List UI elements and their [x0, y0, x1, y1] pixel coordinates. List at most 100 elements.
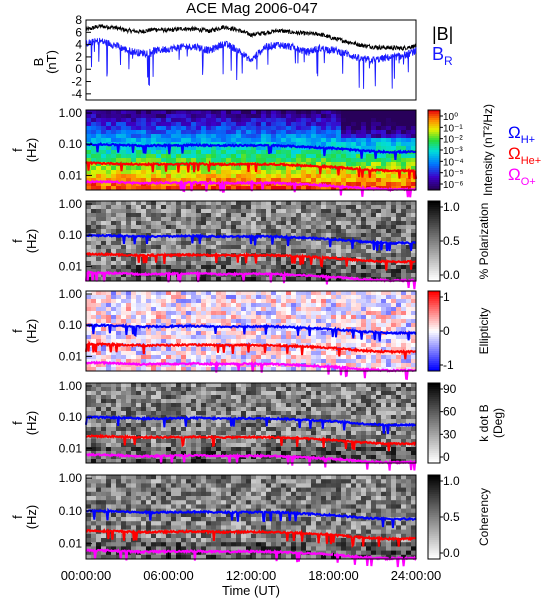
colorbar-tick-label: 1 [443, 290, 450, 304]
colorbar-tick-label: 10⁻³ [443, 146, 463, 157]
colorbar-tick-label: 0 [443, 450, 450, 464]
legend-omega-he: ΩHe+ [508, 144, 541, 167]
colorbar-tick-label: 10⁻⁵ [443, 169, 464, 180]
b-ytick-label: -2 [71, 75, 82, 89]
x-axis: 00:00:00 06:00:00 12:00:00 18:00:00 24:00:00 [61, 553, 442, 583]
colorbar-tick-label: 10⁻² [443, 135, 463, 146]
b-ytick-label: 2 [75, 50, 82, 64]
colorbar-unit: (Deg) [491, 408, 505, 438]
legend-bmag: |B| [432, 24, 453, 44]
panel-yunit: (Hz) [24, 319, 39, 344]
colorbar-label: Intensity (nT²/Hz) [481, 104, 495, 196]
b-panel-ylabel: B [31, 58, 46, 67]
panel-heatmap [86, 291, 417, 372]
gyro-line-He-5 [85, 528, 417, 549]
ytick-label: 0.10 [59, 318, 83, 332]
colorbar-tick-label: 30 [443, 427, 457, 441]
panel-ylabel: f [10, 148, 25, 152]
gyro-line-O-4 [85, 452, 417, 471]
spectrogram-panels: 1.000.100.01f (Hz)10⁰10⁻¹10⁻²10⁻³10⁻⁴10⁻⁵… [10, 104, 505, 568]
gyro-line-H-3 [86, 322, 417, 342]
legend-br-sub: R [444, 54, 453, 68]
panel-frame [85, 109, 417, 191]
gyro-line-O-2 [85, 269, 417, 290]
panel-1: 1.00 0.10 0.01 f (Hz) 10⁰10⁻¹10⁻²10⁻³10⁻⁴10⁻⁵… [10, 104, 495, 198]
colorbar-3: 1 0 -1 Ellipticity [427, 290, 491, 372]
colorbar-2: 1.0 0.5 0.0 % Polarization [427, 200, 491, 282]
xtick-label: 00:00:00 [61, 568, 112, 583]
panel-ylabel: f [10, 329, 25, 333]
gyro-line-He-4 [85, 433, 417, 452]
panel-4: 1.00 0.10 0.01 f (Hz) 90 60 30 0 k dot B (Deg) [10, 379, 505, 471]
figure-title: ACE Mag 2006-047 [186, 0, 318, 17]
b-panel-lines [85, 23, 417, 89]
colorbar-tick-label: 0 [443, 324, 450, 338]
gyro-line-O-5 [85, 548, 417, 568]
b-series-line-br [85, 37, 417, 89]
xtick-label: 12:00:00 [226, 568, 277, 583]
legend-omega-h: ΩH+ [508, 123, 535, 146]
colorbar-tick-label: 90 [443, 382, 457, 396]
colorbar-tick-label: 10⁻⁶ [443, 180, 464, 191]
colorbar-tick-label: 0.0 [443, 546, 460, 560]
panel-heatmap [86, 475, 417, 560]
gyro-line-He-1 [85, 160, 417, 180]
ytick-label: 1.00 [59, 106, 83, 120]
ytick-label: 1.00 [59, 471, 83, 485]
colorbar-label: % Polarization [477, 203, 491, 280]
ytick-label: 0.01 [59, 441, 83, 455]
colorbar-tick-label: 0.0 [443, 268, 460, 282]
ytick-label: 0.10 [59, 137, 83, 151]
gyro-line-O-1 [85, 179, 417, 198]
colorbar-label: Ellipticity [477, 308, 491, 355]
colorbar-tick-label: 10⁻¹ [443, 123, 463, 134]
panel-frame [85, 382, 417, 464]
ytick-label: 1.00 [59, 379, 83, 393]
gyro-line-H-4 [85, 414, 417, 434]
colorbar-5: 1.0 0.5 0.0 Coherency [427, 474, 491, 560]
colorbar-tick-label: 10⁻⁴ [443, 157, 464, 168]
ytick-label: 0.01 [59, 259, 83, 273]
xtick-label: 06:00:00 [143, 568, 194, 583]
b-ytick-label: 0 [75, 62, 82, 76]
panel-yunit: (Hz) [24, 505, 39, 530]
colorbar-tick-label: -1 [443, 358, 454, 372]
colorbar-frame [427, 382, 441, 464]
panel-frame [85, 200, 417, 282]
panel-5: 1.00 0.10 0.01 f (Hz) 1.0 0.5 0.0 Coherency [10, 471, 491, 568]
panel-2: 1.00 0.10 0.01 f (Hz) 1.0 0.5 0.0 % Polarization [10, 197, 491, 290]
ytick-label: 0.01 [59, 349, 83, 363]
x-axis-label: Time (UT) [222, 583, 280, 598]
colorbar-tick-label: 1.0 [443, 200, 460, 214]
panel-frame [85, 290, 417, 372]
gyro-line-H-2 [85, 232, 417, 252]
ytick-label: 0.10 [59, 228, 83, 242]
panel-ylabel: f [10, 421, 25, 425]
b-series-line-bmag [85, 23, 417, 52]
panel-yunit: (Hz) [24, 411, 39, 436]
ytick-label: 0.10 [59, 410, 83, 424]
b-ytick-label: 6 [75, 25, 82, 39]
gyro-line-H-5 [85, 507, 417, 529]
xtick-label: 24:00:00 [391, 568, 442, 583]
colorbar-label: Coherency [477, 488, 491, 546]
panel-ylabel: f [10, 515, 25, 519]
panel-3: 1.00 0.10 0.01 f (Hz) 1 0 -1 Ellipticity [10, 287, 491, 381]
b-panel-yunit: (nT) [44, 50, 59, 74]
ytick-label: 1.00 [59, 197, 83, 211]
ytick-label: 0.01 [59, 537, 83, 551]
legend-omega-o: ΩO+ [508, 165, 536, 188]
ytick-label: 0.01 [59, 168, 83, 182]
ytick-label: 0.10 [59, 504, 83, 518]
colorbar-tick-label: 60 [443, 405, 457, 419]
panel-yunit: (Hz) [24, 229, 39, 254]
colorbar-tick-label: 1.0 [443, 474, 460, 488]
panel-yunit: (Hz) [24, 138, 39, 163]
colorbar-tick-label: 0.5 [443, 234, 460, 248]
gyro-line-O-3 [85, 360, 417, 381]
panel-ylabel: f [10, 239, 25, 243]
